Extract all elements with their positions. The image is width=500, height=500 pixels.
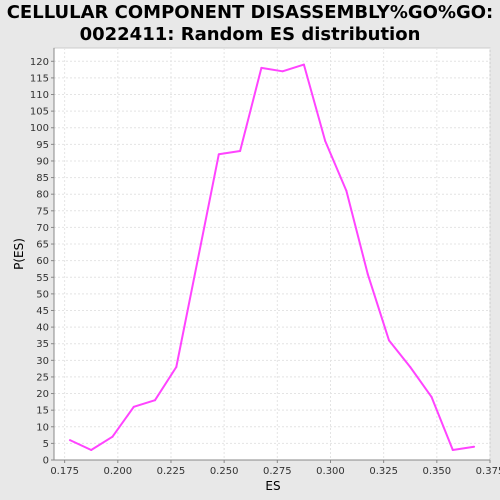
data-point — [132, 405, 135, 408]
y-tick-label: 25 — [36, 372, 49, 383]
y-tick-label: 15 — [36, 406, 49, 417]
y-tick-label: 65 — [36, 240, 49, 251]
data-point — [68, 439, 71, 442]
data-point — [239, 150, 242, 152]
x-tick-label: 0.250 — [210, 466, 239, 477]
y-tick-label: 100 — [30, 123, 49, 134]
x-axis-label: ES — [265, 479, 280, 493]
data-point — [90, 449, 93, 452]
data-point — [324, 140, 327, 143]
y-tick-label: 5 — [43, 439, 49, 450]
y-tick-label: 110 — [30, 90, 49, 101]
y-tick-label: 0 — [43, 456, 49, 467]
y-tick-label: 55 — [36, 273, 49, 284]
y-tick-label: 40 — [36, 323, 49, 334]
data-point — [217, 153, 220, 156]
data-point — [154, 399, 157, 402]
series-layer — [68, 63, 476, 452]
y-tick-label: 10 — [36, 422, 49, 433]
data-point — [387, 339, 390, 342]
y-tick-label: 115 — [30, 73, 49, 84]
x-tick-label: 0.350 — [423, 466, 452, 477]
plot-area — [53, 47, 491, 461]
y-tick-label: 75 — [36, 206, 49, 217]
data-point — [302, 63, 305, 66]
x-tick-label: 0.200 — [103, 466, 132, 477]
y-tick-label: 35 — [36, 339, 49, 350]
x-tick-label: 0.375 — [476, 466, 500, 477]
series-line — [69, 63, 475, 451]
data-point — [409, 365, 412, 368]
data-point — [111, 435, 114, 438]
y-tick-label: 45 — [36, 306, 49, 317]
x-tick-label: 0.175 — [50, 466, 79, 477]
data-point — [260, 66, 263, 69]
y-tick-label: 90 — [36, 156, 49, 167]
data-point — [366, 272, 369, 275]
y-tick-label: 60 — [36, 256, 49, 267]
y-tick-label: 105 — [30, 107, 49, 118]
x-tick-label: 0.325 — [369, 466, 398, 477]
y-tick-label: 70 — [36, 223, 49, 234]
x-tick-label: 0.300 — [316, 466, 345, 477]
y-axis-label: P(ES) — [12, 238, 26, 270]
y-tick-label: 85 — [36, 173, 49, 184]
data-point — [473, 445, 476, 448]
chart-title-line-2: 0022411: Random ES distribution — [80, 24, 421, 45]
chart-title-line-1: CELLULAR COMPONENT DISASSEMBLY%GO%GO: — [7, 2, 494, 23]
y-tick-label: 80 — [36, 190, 49, 201]
x-tick-label: 0.275 — [263, 466, 292, 477]
data-point — [430, 395, 433, 398]
y-tick-label: 30 — [36, 356, 49, 367]
data-point — [345, 189, 348, 192]
y-tick-label: 20 — [36, 389, 49, 400]
data-point — [196, 259, 199, 262]
y-tick-label: 95 — [36, 140, 49, 151]
x-tick-label: 0.225 — [157, 466, 186, 477]
y-tick-label: 50 — [36, 289, 49, 300]
data-point — [175, 365, 178, 368]
data-point — [281, 70, 284, 73]
axes: 0 5 10 15 20 25 30 35 40 45 50 55 60 65 70 75 80 85 90 95 10… — [30, 48, 500, 477]
grid — [54, 48, 491, 461]
y-tick-label: 120 — [30, 57, 49, 68]
data-point — [451, 449, 454, 452]
